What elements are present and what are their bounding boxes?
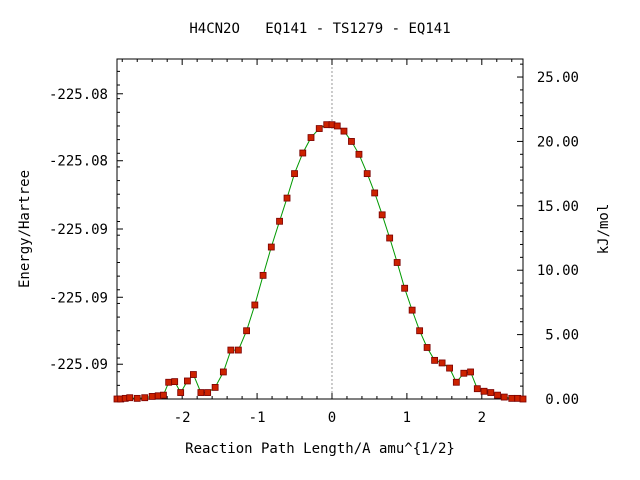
data-point	[363, 170, 371, 178]
y-tick-label-left: -225.09	[49, 290, 108, 306]
data-point	[276, 217, 283, 225]
data-point	[416, 327, 424, 335]
data-point	[473, 385, 481, 393]
data-point	[355, 150, 363, 158]
data-point	[259, 271, 267, 279]
data-point	[438, 359, 446, 367]
data-point	[452, 378, 460, 386]
data-point	[500, 393, 508, 401]
data-point	[267, 243, 275, 251]
data-point	[307, 134, 315, 141]
data-point	[487, 389, 495, 396]
data-point	[348, 138, 355, 145]
x-tick-label: -1	[249, 410, 266, 426]
data-point	[160, 391, 167, 399]
data-point	[371, 189, 379, 197]
data-point	[227, 346, 235, 354]
y-tick-label-right: 10.00	[537, 263, 579, 279]
chart-title: H4CN2O EQ141 - TS1279 - EQ141	[189, 21, 450, 37]
data-point	[340, 127, 348, 135]
data-point	[431, 356, 439, 364]
x-axis-label: Reaction Path Length/A amu^{1/2}	[185, 441, 455, 457]
x-tick-label: 0	[328, 410, 336, 426]
data-point	[494, 391, 501, 399]
data-point	[204, 389, 212, 396]
data-point	[148, 393, 156, 400]
data-point	[423, 344, 431, 351]
data-point	[386, 234, 394, 242]
data-point	[393, 259, 401, 266]
data-point	[171, 378, 179, 386]
data-point	[251, 301, 259, 309]
data-point	[333, 122, 341, 130]
data-point	[519, 395, 527, 403]
y-tick-label-left: -225.08	[49, 87, 108, 103]
y-tick-label-right: 25.00	[537, 70, 579, 86]
data-point	[177, 389, 185, 396]
data-point	[165, 378, 173, 386]
data-point	[234, 346, 242, 354]
data-point	[283, 194, 291, 202]
data-point	[378, 211, 386, 219]
data-point	[243, 327, 250, 335]
data-point	[141, 394, 149, 402]
data-point	[126, 394, 134, 402]
data-point	[401, 284, 409, 292]
data-point	[211, 384, 219, 391]
x-tick-label: 1	[403, 410, 411, 426]
data-point	[446, 364, 453, 372]
data-point	[299, 149, 307, 157]
x-tick-label: 2	[478, 410, 486, 426]
data-point	[480, 387, 488, 395]
y-tick-label-right: 20.00	[537, 134, 579, 150]
data-point	[508, 394, 516, 402]
y-axis-label-right: kJ/mol	[596, 204, 612, 255]
plot-area: -2 -1 0 1 2 -225.08 -225.08 -225.09 -225.09 -225.…	[49, 58, 579, 426]
data-point	[219, 368, 227, 376]
y-tick-label-left: -225.08	[49, 154, 108, 170]
data-point	[408, 306, 416, 314]
data-point	[184, 377, 191, 385]
data-point	[197, 389, 205, 396]
x-tick-label: -2	[174, 410, 191, 426]
y-axis-label-left: Energy/Hartree	[17, 170, 33, 288]
data-point	[133, 394, 141, 402]
y-tick-label-left: -225.09	[49, 357, 108, 373]
data-point	[190, 371, 197, 378]
y-tick-label-right: 5.00	[545, 328, 579, 344]
data-point	[467, 368, 474, 376]
plot-frame	[116, 58, 524, 400]
y-tick-label-right: 0.00	[545, 392, 579, 408]
y-tick-label-left: -225.09	[49, 222, 108, 238]
data-point	[291, 170, 298, 178]
y-tick-label-right: 15.00	[537, 199, 579, 215]
data-point	[460, 369, 468, 377]
data-point	[315, 125, 323, 132]
energy-series-line	[117, 124, 524, 400]
